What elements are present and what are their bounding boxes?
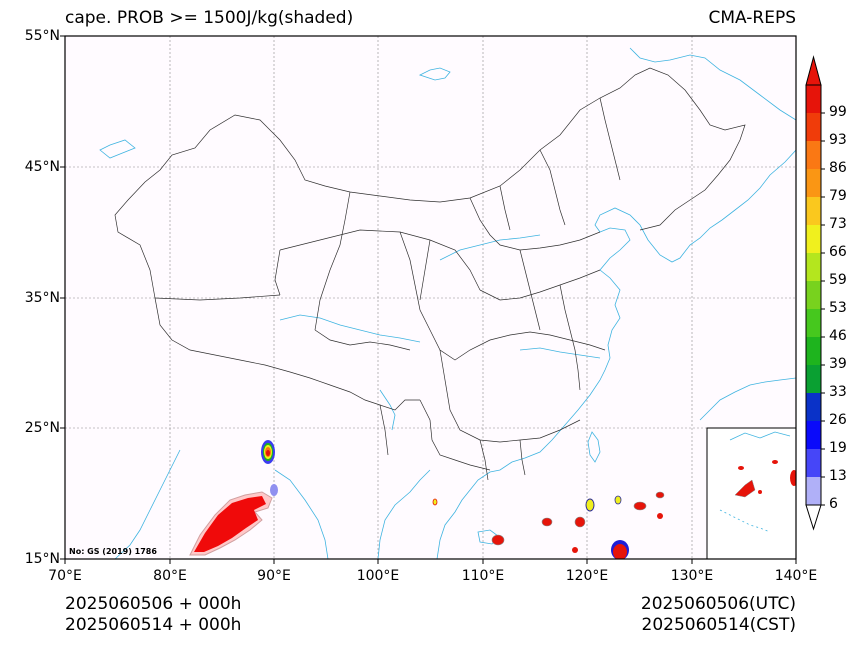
lon-label-110: 110°E bbox=[461, 568, 505, 584]
colorbar-bin bbox=[806, 477, 821, 505]
colorbar-label: 99 bbox=[829, 104, 847, 120]
map-title: cape. PROB >= 1500J/kg(shaded) bbox=[65, 8, 354, 28]
colorbar-label: 53 bbox=[829, 300, 847, 316]
lon-label-140: 140°E bbox=[774, 568, 818, 584]
colorbar-under-triangle bbox=[805, 504, 822, 531]
colorbar-label: 33 bbox=[829, 384, 847, 400]
colorbar-label: 73 bbox=[829, 216, 847, 232]
lat-label-55: 55°N bbox=[24, 28, 60, 44]
colorbar-label: 86 bbox=[829, 160, 847, 176]
valid-time-cst: 2025060514(CST) bbox=[641, 615, 796, 635]
lat-label-35: 35°N bbox=[24, 290, 60, 306]
colorbar-label: 66 bbox=[829, 244, 847, 260]
colorbar-bin bbox=[806, 169, 821, 197]
lon-label-130: 130°E bbox=[670, 568, 714, 584]
graticule bbox=[65, 36, 796, 559]
colorbar-label: 93 bbox=[829, 132, 847, 148]
colorbar-over-triangle bbox=[805, 55, 822, 86]
colorbar-bin bbox=[806, 309, 821, 337]
colorbar-outline bbox=[805, 84, 822, 506]
colorbar-bin bbox=[806, 85, 821, 113]
colorbar-bin bbox=[806, 141, 821, 169]
colorbar-bin bbox=[806, 197, 821, 225]
colorbar-label: 13 bbox=[829, 468, 847, 484]
coastlines bbox=[99, 47, 796, 559]
colorbar-label: 19 bbox=[829, 440, 847, 456]
lon-label-100: 100°E bbox=[356, 568, 400, 584]
south-china-sea-inset bbox=[706, 427, 796, 559]
colorbar-label: 26 bbox=[829, 412, 847, 428]
colorbar-label: 79 bbox=[829, 188, 847, 204]
colorbar-bin bbox=[806, 421, 821, 449]
model-name: CMA-REPS bbox=[708, 8, 796, 28]
lat-label-25: 25°N bbox=[24, 420, 60, 436]
probability-shading bbox=[189, 440, 665, 559]
colorbar-bin bbox=[806, 113, 821, 141]
map-background bbox=[65, 36, 796, 559]
colorbar-label: 6 bbox=[829, 496, 838, 512]
colorbar-bin bbox=[806, 393, 821, 421]
lon-label-70: 70°E bbox=[48, 568, 82, 584]
colorbar-label: 59 bbox=[829, 272, 847, 288]
colorbar-label: 46 bbox=[829, 328, 847, 344]
colorbar-bin bbox=[806, 225, 821, 253]
lon-label-80: 80°E bbox=[153, 568, 187, 584]
colorbar-label: 39 bbox=[829, 356, 847, 372]
colorbar-bin bbox=[806, 281, 821, 309]
init-time-cst: 2025060514 + 000h bbox=[65, 615, 242, 635]
lon-label-90: 90°E bbox=[257, 568, 291, 584]
axis-ticks bbox=[60, 35, 797, 564]
map-approval-note: No: GS (2019) 1786 bbox=[69, 547, 157, 556]
colorbar bbox=[805, 55, 825, 531]
lat-label-45: 45°N bbox=[24, 159, 60, 175]
lat-label-15: 15°N bbox=[24, 551, 60, 567]
valid-time-utc: 2025060506(UTC) bbox=[640, 594, 796, 614]
colorbar-bin bbox=[806, 365, 821, 393]
colorbar-bin bbox=[806, 449, 821, 477]
colorbar-bin bbox=[806, 253, 821, 281]
boundaries bbox=[114, 67, 746, 481]
init-time-utc: 2025060506 + 000h bbox=[65, 594, 242, 614]
colorbar-bin bbox=[806, 337, 821, 365]
lon-label-120: 120°E bbox=[565, 568, 609, 584]
